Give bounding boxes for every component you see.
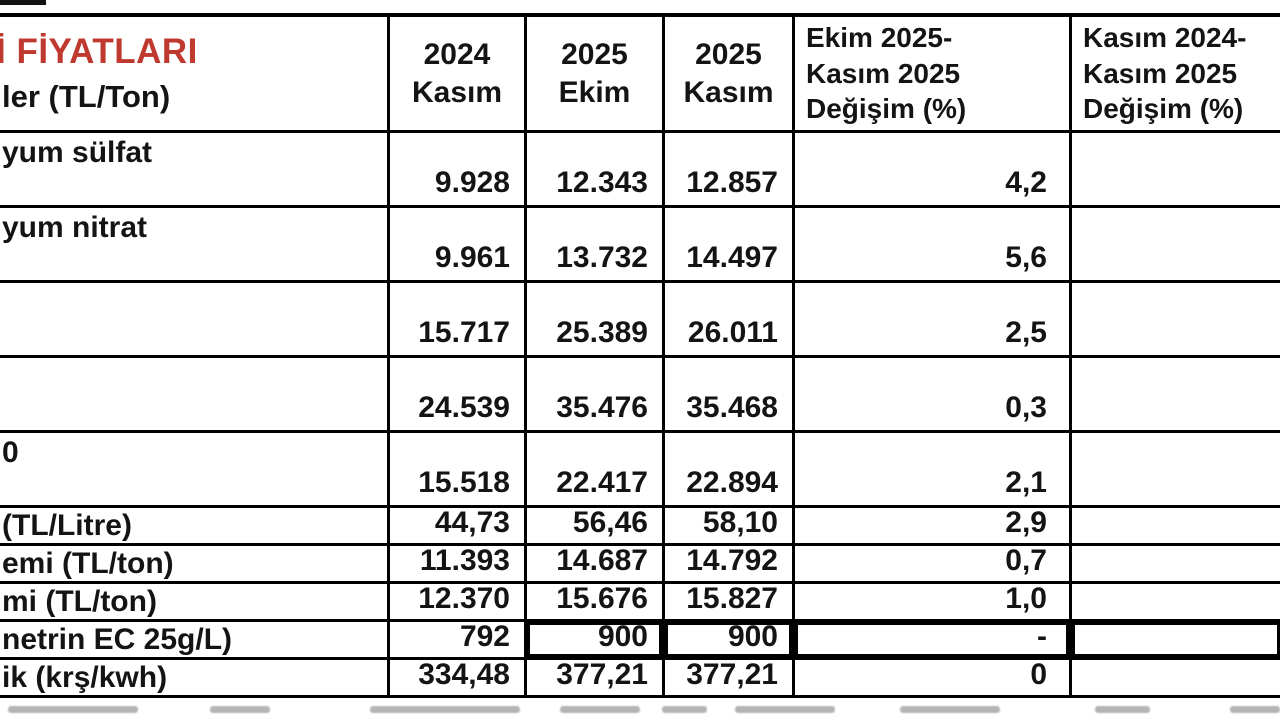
change-cell-monthly: 0,7 xyxy=(795,546,1072,584)
price-cell-2025-oct: 35.476 xyxy=(527,358,665,433)
table-row: yum nitrat 9.961 13.732 14.497 5,6 xyxy=(0,208,1280,283)
row-label: yum sülfat xyxy=(0,133,390,208)
table-row: 24.539 35.476 35.468 0,3 xyxy=(0,358,1280,433)
col-header-2025-nov: 2025 Kasım xyxy=(665,17,795,133)
price-cell-2025-oct: 56,46 xyxy=(527,508,665,546)
price-cell-2024-nov: 44,73 xyxy=(390,508,527,546)
table-row: emi (TL/ton) 11.393 14.687 14.792 0,7 xyxy=(0,546,1280,584)
change-cell-monthly: 4,2 xyxy=(795,133,1072,208)
table-row: yum sülfat 9.928 12.343 12.857 4,2 xyxy=(0,133,1280,208)
price-cell-2024-nov: 792 xyxy=(390,622,527,660)
change-cell-yearly xyxy=(1072,660,1280,698)
price-cell-2025-oct: 25.389 xyxy=(527,283,665,358)
row-label: netrin EC 25g/L) xyxy=(0,622,390,660)
price-cell-2025-nov: 14.497 xyxy=(665,208,795,283)
price-cell-2025-oct: 900 xyxy=(527,622,665,660)
price-cell-2025-nov: 22.894 xyxy=(665,433,795,508)
cutoff-text-fragment xyxy=(900,706,1000,713)
price-cell-2025-oct: 13.732 xyxy=(527,208,665,283)
price-cell-2025-oct: 22.417 xyxy=(527,433,665,508)
row-label: emi (TL/ton) xyxy=(0,546,390,584)
change-cell-monthly: 0 xyxy=(795,660,1072,698)
price-cell-2024-nov: 15.717 xyxy=(390,283,527,358)
price-cell-2024-nov: 9.961 xyxy=(390,208,527,283)
row-label: ik (krş/kwh) xyxy=(0,660,390,698)
table-header-row: İ FİYATLARI ler (TL/Ton) 2024 Kasım 2025… xyxy=(0,17,1280,133)
row-label: yum nitrat xyxy=(0,208,390,283)
table-subtitle: ler (TL/Ton) xyxy=(2,79,171,114)
cutoff-text-fragment xyxy=(8,706,138,713)
change-cell-monthly: 2,5 xyxy=(795,283,1072,358)
row-label: mi (TL/ton) xyxy=(0,584,390,622)
price-cell-2025-oct: 377,21 xyxy=(527,660,665,698)
row-label: 0 xyxy=(0,433,390,508)
change-cell-yearly xyxy=(1072,283,1280,358)
product-column-header: İ FİYATLARI ler (TL/Ton) xyxy=(0,17,390,133)
change-cell-yearly xyxy=(1072,622,1280,660)
table-row: ik (krş/kwh) 334,48 377,21 377,21 0 xyxy=(0,660,1280,698)
price-cell-2025-oct: 15.676 xyxy=(527,584,665,622)
change-cell-monthly: 2,1 xyxy=(795,433,1072,508)
price-cell-2024-nov: 334,48 xyxy=(390,660,527,698)
change-cell-yearly xyxy=(1072,208,1280,283)
change-cell-yearly xyxy=(1072,358,1280,433)
cutoff-element-above xyxy=(0,0,46,5)
col-header-yearly-change: Kasım 2024- Kasım 2025 Değişim (%) xyxy=(1072,17,1280,133)
price-cell-2025-nov: 15.827 xyxy=(665,584,795,622)
row-label xyxy=(0,358,390,433)
price-cell-2024-nov: 12.370 xyxy=(390,584,527,622)
change-cell-monthly: 0,3 xyxy=(795,358,1072,433)
table-row: mi (TL/ton) 12.370 15.676 15.827 1,0 xyxy=(0,584,1280,622)
cutoff-text-fragment xyxy=(210,706,270,713)
price-cell-2025-oct: 14.687 xyxy=(527,546,665,584)
col-header-2024-nov: 2024 Kasım xyxy=(390,17,527,133)
row-label xyxy=(0,283,390,358)
col-header-monthly-change: Ekim 2025- Kasım 2025 Değişim (%) xyxy=(795,17,1072,133)
price-cell-2025-nov: 58,10 xyxy=(665,508,795,546)
price-table: İ FİYATLARI ler (TL/Ton) 2024 Kasım 2025… xyxy=(0,13,1280,698)
change-cell-monthly: 2,9 xyxy=(795,508,1072,546)
table-row: 15.717 25.389 26.011 2,5 xyxy=(0,283,1280,358)
table-body: yum sülfat 9.928 12.343 12.857 4,2 yum n… xyxy=(0,133,1280,698)
price-cell-2025-nov: 900 xyxy=(665,622,795,660)
change-cell-monthly: 1,0 xyxy=(795,584,1072,622)
row-label: (TL/Litre) xyxy=(0,508,390,546)
table-row: (TL/Litre) 44,73 56,46 58,10 2,9 xyxy=(0,508,1280,546)
table-row: netrin EC 25g/L) 792 900 900 - xyxy=(0,622,1280,660)
cutoff-text-fragment xyxy=(735,706,835,713)
price-cell-2025-nov: 14.792 xyxy=(665,546,795,584)
change-cell-yearly xyxy=(1072,584,1280,622)
price-cell-2024-nov: 24.539 xyxy=(390,358,527,433)
cutoff-text-fragment xyxy=(560,706,640,713)
price-cell-2024-nov: 9.928 xyxy=(390,133,527,208)
cutoff-text-fragment xyxy=(662,706,707,713)
cutoff-text-fragment xyxy=(370,706,520,713)
change-cell-yearly xyxy=(1072,508,1280,546)
change-cell-yearly xyxy=(1072,133,1280,208)
price-cell-2025-nov: 377,21 xyxy=(665,660,795,698)
col-header-2025-oct: 2025 Ekim xyxy=(527,17,665,133)
change-cell-monthly: 5,6 xyxy=(795,208,1072,283)
table-title: İ FİYATLARI xyxy=(0,32,198,71)
change-cell-monthly: - xyxy=(795,622,1072,660)
price-cell-2025-oct: 12.343 xyxy=(527,133,665,208)
cutoff-text-fragment xyxy=(1230,706,1280,713)
table-row: 0 15.518 22.417 22.894 2,1 xyxy=(0,433,1280,508)
price-cell-2025-nov: 12.857 xyxy=(665,133,795,208)
change-cell-yearly xyxy=(1072,546,1280,584)
cutoff-text-fragment xyxy=(1095,706,1150,713)
price-cell-2025-nov: 35.468 xyxy=(665,358,795,433)
price-cell-2025-nov: 26.011 xyxy=(665,283,795,358)
price-cell-2024-nov: 11.393 xyxy=(390,546,527,584)
change-cell-yearly xyxy=(1072,433,1280,508)
price-cell-2024-nov: 15.518 xyxy=(390,433,527,508)
